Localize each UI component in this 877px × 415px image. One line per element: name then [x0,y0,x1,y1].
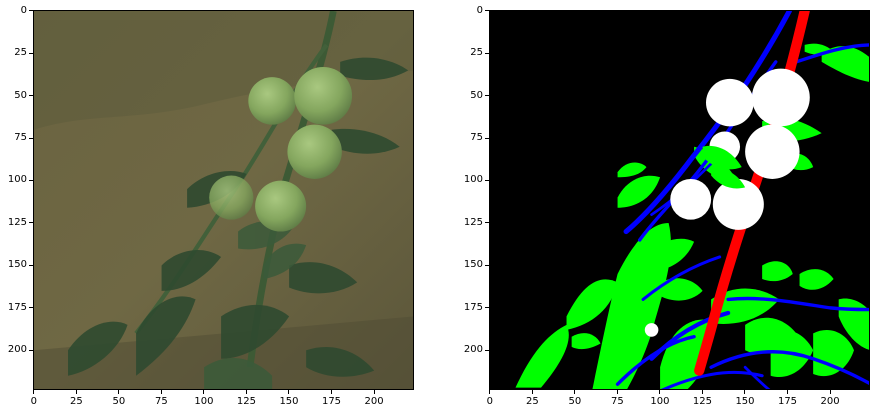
photo-y-tick-mark [29,307,33,309]
mask-y-tick-mark [485,95,489,97]
mask-y-tick-mark [485,137,489,139]
photo-x-tick-label: 50 [112,396,126,407]
mask-y-tick-mark [485,52,489,54]
photo-y-tick-label: 25 [14,47,27,59]
photo-y-tick-mark [29,52,33,54]
mask-y-tick-mark [485,307,489,309]
mask-y-tick-label: 125 [463,216,483,228]
mask-x-tick-mark [659,390,661,394]
mask-y-tick-mark [485,264,489,266]
photo-y-tick-label: 75 [14,132,27,144]
mask-y-tick-mark [485,222,489,224]
photo-y-tick-label: 200 [7,344,27,356]
mask-x-tick-mark [787,390,788,394]
photo-x-tick-mark [203,390,205,394]
photo-y-tick-label: 50 [14,89,27,101]
photo-x-tick-label: 200 [364,396,384,407]
photo-y-tick-label: 150 [7,259,27,271]
photo-x-tick-mark [288,390,290,394]
mask-y-tick-label: 50 [470,89,483,101]
photo-y-tick-label: 125 [7,216,27,228]
photo-x-tick-label: 75 [155,396,168,407]
photo-x-tick-label: 175 [321,396,342,407]
mask-x-tick-mark [829,390,831,394]
mask-x-tick-label: 0 [486,396,494,407]
mask-x-tick-label: 150 [735,396,755,407]
fruit-regions [644,68,810,337]
mask-y-tick-label: 200 [463,344,483,356]
mask-x-tick-label: 50 [568,396,582,407]
mask-y-tick-label: 100 [463,174,483,186]
photo-y-tick-mark [29,95,33,97]
photo-x-tick-label: 150 [279,396,299,407]
mask-x-tick-mark [531,390,533,394]
mask-y-tick-mark [485,10,489,12]
photo-x-tick-mark [373,390,375,394]
photo-y-tick-mark [29,349,33,351]
mask-y-tick-label: 175 [463,301,483,313]
photo-panel [33,10,414,390]
mask-x-tick-label: 200 [820,396,840,407]
photo-x-tick-label: 100 [194,396,214,407]
mask-x-tick-mark [701,390,703,394]
mask-x-tick-label: 75 [611,396,624,407]
photo-y-tick-mark [29,10,33,12]
photo-y-tick-mark [29,179,33,181]
mask-y-tick-mark [485,179,489,181]
photo-x-tick-mark [118,390,120,394]
photo-x-tick-label: 125 [236,396,256,407]
mask-y-tick-mark [485,349,489,351]
photo-y-tick-label: 0 [20,4,27,16]
segmentation-mask [490,11,869,389]
photo-x-tick-mark [160,390,162,394]
mask-y-tick-label: 75 [470,132,483,144]
mask-x-tick-label: 125 [692,396,712,407]
mask-y-tick-label: 150 [463,259,483,271]
photo-y-tick-mark [29,264,33,266]
photo-x-tick-mark [33,390,35,394]
mask-panel [489,10,870,390]
photo-y-tick-mark [29,137,33,139]
mask-x-tick-label: 25 [525,396,539,407]
mask-x-tick-label: 175 [777,396,798,407]
photo-x-tick-mark [331,390,332,394]
photo-y-tick-mark [29,222,33,224]
tomato-fruits [209,66,353,232]
photo-x-tick-mark [245,390,247,394]
photo-x-tick-label: 0 [30,396,38,407]
mask-y-tick-label: 0 [476,4,483,16]
photo-y-tick-label: 100 [7,174,27,186]
mask-x-tick-mark [489,390,491,394]
mask-x-tick-mark [574,390,576,394]
photo-x-tick-mark [75,390,77,394]
mask-x-tick-label: 100 [650,396,670,407]
photo-y-tick-label: 175 [7,301,27,313]
mask-x-tick-mark [616,390,618,394]
tomato-photo [34,11,413,389]
mask-y-tick-label: 25 [470,47,483,59]
photo-x-tick-label: 25 [69,396,83,407]
mask-x-tick-mark [744,390,746,394]
